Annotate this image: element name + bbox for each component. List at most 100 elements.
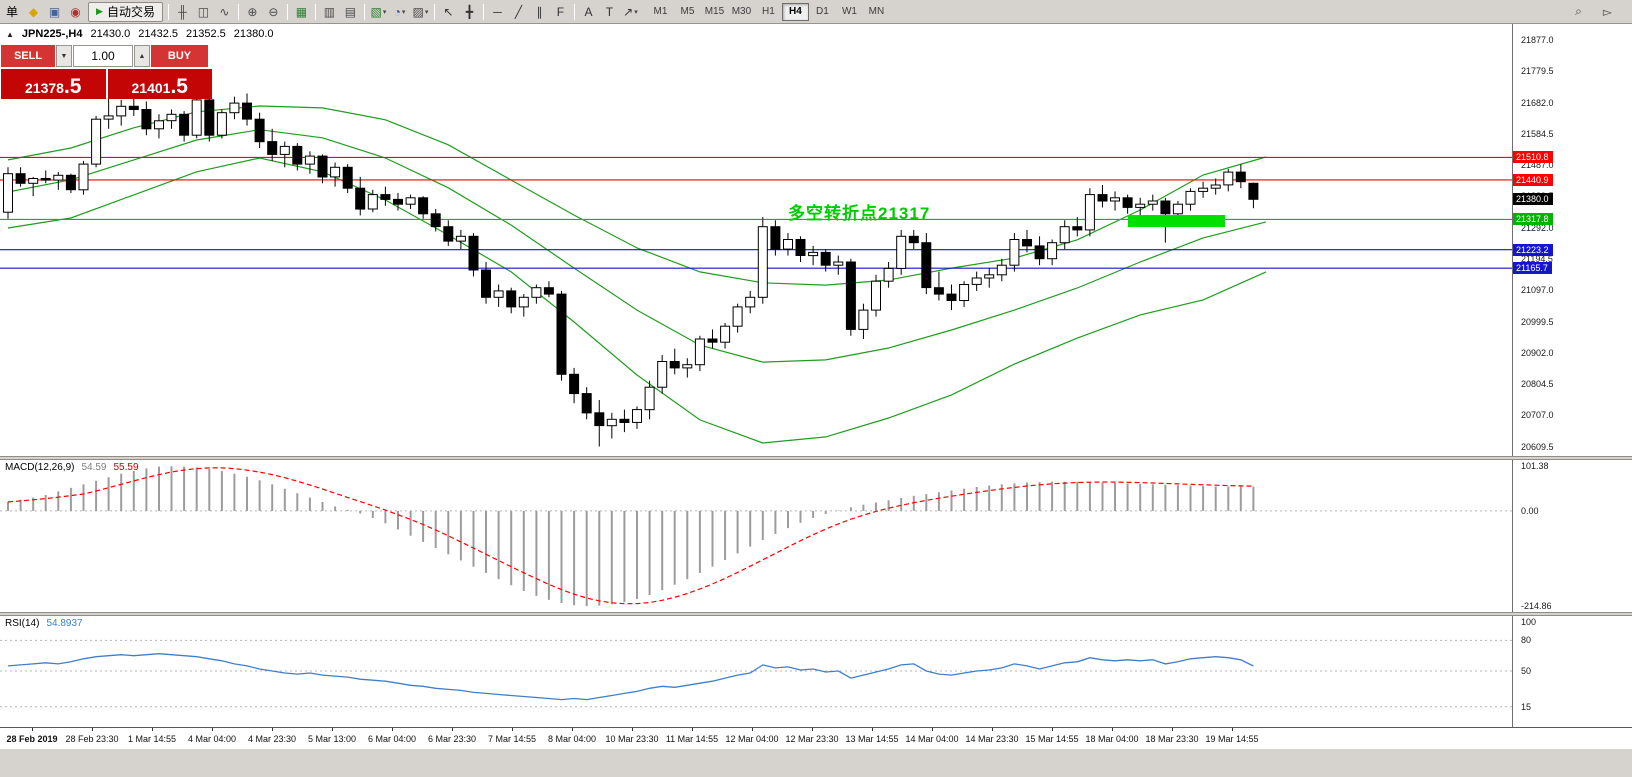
auto-trading-button[interactable]: ▶ 自动交易	[88, 1, 163, 22]
sell-price-box[interactable]: 21378 .5	[1, 69, 106, 99]
timeframe-button-H4[interactable]: H4	[781, 2, 809, 21]
timeframe-button-M5[interactable]: M5	[680, 6, 695, 17]
ohlc-open: 21430.0	[90, 28, 131, 40]
bearish-candle	[430, 213, 441, 228]
volume-down-button[interactable]: ▼	[56, 45, 72, 67]
sell-button[interactable]: SELL	[1, 45, 55, 67]
time-label: 10 Mar 23:30	[605, 734, 659, 744]
bullish-candle	[166, 113, 177, 122]
one-click-toggle-icon[interactable]: ▲	[6, 29, 14, 39]
horizontal-line-icon[interactable]: ─	[493, 4, 502, 19]
rsi-value: 54.8937	[46, 618, 83, 629]
search-icon[interactable]: ⌕	[1575, 4, 1582, 18]
macd-axis: 101.38 0.00 -214.86	[1512, 460, 1632, 612]
panel-splitter[interactable]	[0, 612, 1632, 616]
fibonacci-icon[interactable]: F	[556, 4, 565, 19]
rsi-canvas[interactable]	[0, 616, 1512, 727]
bullish-candle	[984, 274, 995, 279]
time-tick	[1232, 728, 1233, 731]
buy-button[interactable]: BUY	[151, 45, 208, 67]
text-icon[interactable]: A	[584, 4, 593, 19]
bearish-candle	[1022, 239, 1032, 247]
zoom-out-icon[interactable]: ⊖	[268, 4, 279, 19]
bullish-candle	[531, 287, 542, 298]
time-label: 8 Mar 04:00	[547, 734, 597, 744]
time-tick	[92, 728, 93, 731]
bottom-strip	[0, 748, 1632, 777]
timeframe-button-H1[interactable]: H1	[762, 6, 775, 17]
bullish-candle	[896, 235, 907, 269]
bearish-candle	[569, 373, 580, 395]
experts-icon[interactable]: ◉	[70, 4, 81, 19]
time-tick	[392, 728, 393, 731]
bullish-candle	[91, 118, 102, 165]
bullish-candle	[632, 409, 642, 423]
bar-chart-icon[interactable]: ╫	[178, 4, 187, 19]
bullish-candle	[606, 418, 617, 427]
bearish-candle	[845, 261, 856, 330]
chart-window-icon[interactable]: ▣	[48, 4, 61, 19]
new-chart-icon[interactable]: ▧ ▾	[370, 4, 387, 19]
line-chart-icon[interactable]: ∿	[219, 4, 230, 19]
bullish-candle	[103, 115, 114, 120]
bullish-candle	[367, 194, 378, 210]
time-label: 6 Mar 04:00	[367, 734, 417, 744]
timeframe-button-D1[interactable]: D1	[816, 6, 829, 17]
bullish-candle	[1059, 226, 1070, 244]
tile-windows-icon[interactable]: ▦	[295, 4, 308, 19]
buy-price-frac: .5	[170, 75, 188, 99]
cascade-windows-icon[interactable]: ▤	[344, 4, 357, 19]
time-tick	[452, 728, 453, 731]
cursor-icon[interactable]: ↖	[443, 4, 454, 19]
time-tick	[812, 728, 813, 731]
bearish-candle	[1122, 197, 1133, 208]
timeframe-button-W1[interactable]: W1	[841, 6, 857, 17]
time-label: 4 Mar 23:30	[247, 734, 297, 744]
bearish-candle	[292, 145, 303, 165]
crosshair-icon[interactable]: ╋	[465, 4, 474, 19]
macd-canvas[interactable]	[0, 460, 1512, 612]
annotation-text[interactable]: 多空转折点21317	[788, 204, 931, 223]
bullish-candle	[493, 290, 504, 298]
bearish-candle	[15, 173, 26, 184]
templates-icon[interactable]: ▨ ▾	[412, 4, 429, 19]
rsi-axis-label: 15	[1521, 701, 1532, 712]
arrange-windows-icon[interactable]: ▥	[323, 4, 336, 19]
timeframe-button-M30[interactable]: M30	[731, 6, 752, 17]
bearish-candle	[380, 194, 391, 200]
timeframe-button-MN[interactable]: MN	[868, 6, 885, 17]
trendline-icon[interactable]: ╱	[514, 4, 523, 19]
arrows-icon[interactable]: ↗ ▾	[623, 4, 638, 19]
macd-name: MACD(12,26,9)	[5, 462, 75, 473]
bearish-candle	[468, 235, 479, 271]
menu-label[interactable]: 单	[6, 5, 19, 19]
volume-input[interactable]	[73, 45, 133, 67]
bullish-candle	[971, 277, 982, 285]
zoom-in-icon[interactable]: ⊕	[247, 4, 258, 19]
price-tick: 21292.0	[1521, 222, 1554, 233]
pointer-icon[interactable]: ▻	[1602, 4, 1613, 19]
candlestick-chart-icon[interactable]: ◫	[197, 4, 210, 19]
periods-icon[interactable]: ◔ ▾	[393, 4, 406, 19]
equidistant-channel-icon[interactable]: ∥	[536, 4, 543, 19]
bearish-candle	[179, 113, 190, 136]
volume-up-button[interactable]: ▲	[134, 45, 150, 67]
price-badge-21317.8: 21317.8	[1513, 213, 1553, 226]
macd-axis-label: 101.38	[1521, 461, 1549, 471]
timeframe-button-M15[interactable]: M15	[704, 6, 725, 17]
text-label-icon[interactable]: T	[605, 4, 614, 19]
highlight-rectangle[interactable]	[1128, 215, 1225, 227]
panel-splitter[interactable]	[0, 456, 1632, 460]
time-tick	[932, 728, 933, 731]
buy-price-box[interactable]: 21401 .5	[107, 69, 212, 99]
toolbar-separator	[363, 3, 365, 20]
time-label: 15 Mar 14:55	[1025, 734, 1079, 744]
timeframe-button-M1[interactable]: M1	[653, 6, 668, 17]
main-chart-canvas[interactable]	[0, 24, 1512, 456]
macd-value-signal: 55.59	[113, 462, 139, 473]
bearish-candle	[393, 198, 403, 205]
bearish-candle	[921, 242, 932, 289]
bullish-candle	[1084, 194, 1095, 231]
new-order-icon[interactable]: ◆	[28, 4, 39, 19]
bearish-candle	[946, 293, 957, 302]
